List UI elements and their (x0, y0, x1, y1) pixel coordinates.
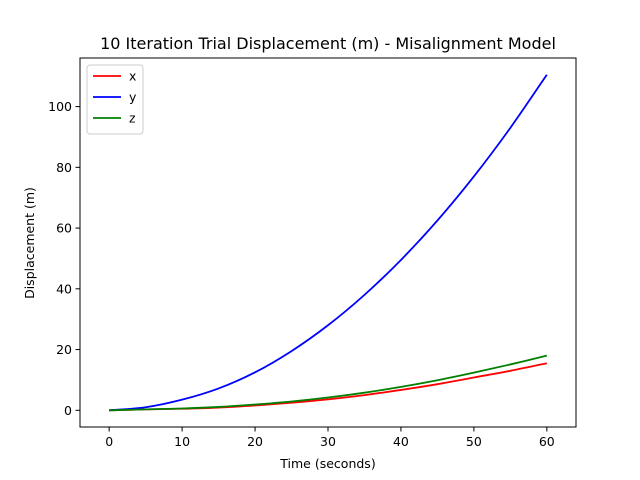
chart-title: 10 Iteration Trial Displacement (m) - Mi… (100, 34, 556, 53)
legend-label-z: z (129, 111, 136, 126)
x-tick-label: 50 (466, 434, 482, 449)
x-tick-label: 20 (247, 434, 263, 449)
legend: xyz (86, 64, 144, 135)
x-tick-label: 40 (393, 434, 409, 449)
y-tick-label: 100 (48, 99, 72, 114)
plot-area (109, 74, 548, 412)
y-tick-label: 80 (56, 160, 72, 175)
legend-label-y: y (129, 90, 137, 105)
axes: 0 10 20 30 40 50 60 0 20 40 60 80 100 (48, 57, 577, 449)
x-tick-label: 10 (174, 434, 190, 449)
legend-label-x: x (129, 69, 136, 84)
legend-box (86, 64, 144, 135)
x-tick-label: 0 (105, 434, 113, 449)
x-tick-label: 60 (539, 434, 555, 449)
y-tick-label: 0 (64, 403, 72, 418)
x-axis-label: Time (seconds) (279, 456, 375, 471)
x-tick-label: 30 (320, 434, 336, 449)
y-tick-label: 60 (56, 221, 72, 236)
y-axis-label: Displacement (m) (22, 187, 37, 299)
y-tick-label: 40 (56, 281, 72, 296)
y-tick-label: 20 (56, 342, 72, 357)
series-line-z (109, 354, 548, 412)
series-line-y (109, 74, 548, 412)
